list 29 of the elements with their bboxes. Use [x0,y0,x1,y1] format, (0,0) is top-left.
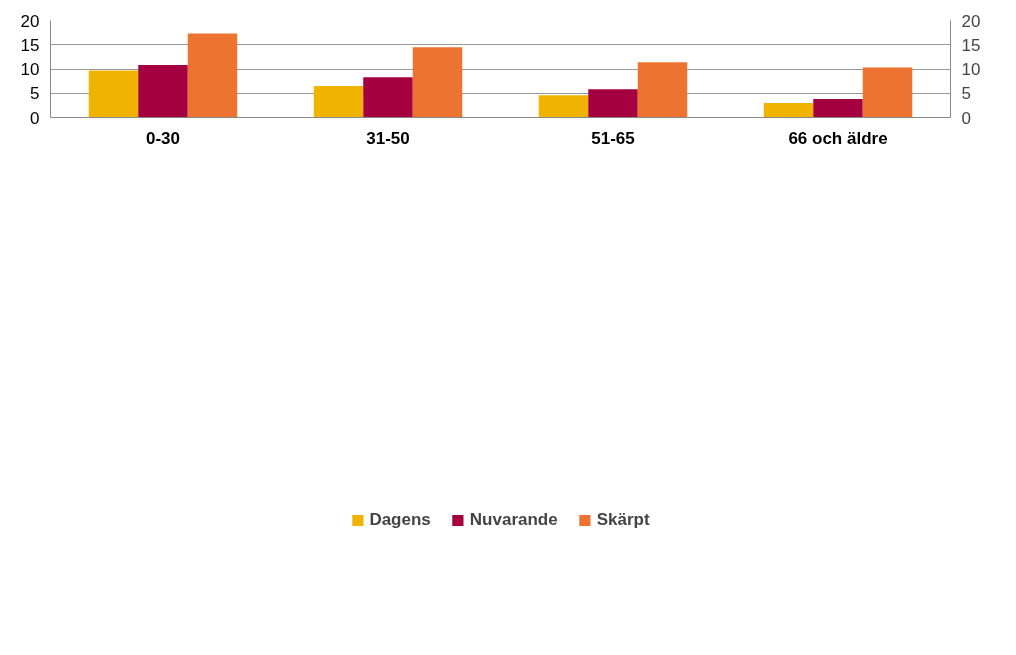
bar [538,95,589,118]
y-tick-label: 0 [30,108,40,128]
bar [813,99,863,118]
bar [88,70,139,118]
bar [138,65,188,118]
x-tick-label: 31-50 [366,128,410,148]
bar [862,67,913,118]
legend-label: Skärpt [596,510,650,530]
y-tick-label: 15 [20,35,40,55]
bar [763,102,814,118]
y2-tick-label: 20 [961,11,981,31]
y2-tick-label: 5 [961,84,971,104]
bar [588,89,638,118]
bar [313,85,364,118]
bar [412,47,463,118]
x-tick-label: 66 och äldre [788,128,888,148]
x-tick-label: 51-65 [591,128,635,148]
y2-tick-label: 0 [961,108,971,128]
y2-tick-label: 10 [961,60,981,79]
bar [363,77,413,118]
y2-tick-label: 15 [961,35,981,55]
bar [637,62,688,118]
legend-label: Dagens [369,510,431,530]
y-tick-label: 5 [30,84,40,104]
bar [187,33,238,118]
y-tick-label: 20 [20,11,40,31]
legend-label: Nuvarande [469,510,558,530]
y-tick-label: 10 [20,60,40,79]
x-tick-label: 0-30 [145,128,181,148]
